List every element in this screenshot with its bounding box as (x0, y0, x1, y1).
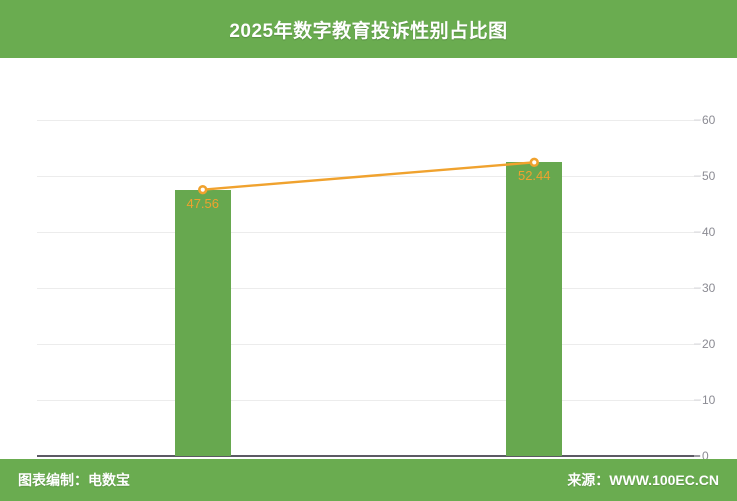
bar-value-label: 47.56 (186, 195, 220, 211)
bar (506, 162, 563, 456)
trend-line-series (198, 157, 539, 195)
y-tick-label: 60 (702, 113, 716, 127)
page-title: 2025年数字教育投诉性别占比图 (229, 20, 508, 42)
gridline (37, 344, 700, 345)
y-tick-mark (694, 399, 701, 401)
y-tick-mark (694, 231, 701, 233)
gridline (37, 288, 700, 289)
footer-source: 来源：WWW.100EC.CN (567, 472, 719, 488)
y-tick-label: 40 (702, 225, 716, 239)
y-tick-label: 30 (702, 281, 716, 295)
gridline (37, 232, 700, 233)
bar-value-label: 52.44 (517, 168, 551, 184)
gridline (37, 400, 700, 401)
y-tick-mark (694, 343, 701, 345)
y-tick-label: 50 (702, 169, 716, 183)
y-tick-mark (694, 287, 701, 289)
bar (174, 189, 231, 456)
footer-credit: 图表编制：电数宝 (18, 472, 130, 488)
y-tick-label: 0 (702, 449, 709, 463)
footer-bar: 图表编制：电数宝 来源：WWW.100EC.CN (0, 459, 737, 501)
trend-line-point (529, 157, 539, 168)
trend-line-point (198, 184, 208, 195)
y-tick-label: 10 (702, 393, 716, 407)
y-tick-mark (694, 175, 701, 177)
y-tick-mark (694, 119, 701, 121)
y-tick-label: 20 (702, 337, 716, 351)
gridline (37, 120, 700, 121)
y-tick-mark (694, 455, 701, 457)
trend-line (202, 161, 535, 191)
header-bar: 2025年数字教育投诉性别占比图 (0, 0, 737, 58)
x-axis-line (37, 455, 700, 457)
